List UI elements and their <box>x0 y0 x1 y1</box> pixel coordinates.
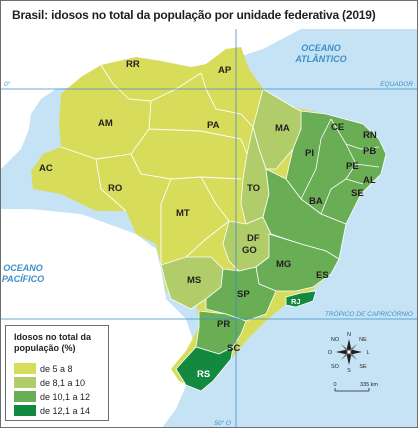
ocean-atlantic-line2: ATLÂNTICO <box>294 53 346 64</box>
label-ma: MA <box>275 123 290 134</box>
label-ro: RO <box>108 183 122 194</box>
label-ce: CE <box>331 122 344 133</box>
state-mg <box>255 233 340 292</box>
label-to: TO <box>247 183 260 194</box>
state-labels: RR AP AM PA AC RO MT MA TO GO DF MS CE R… <box>39 59 377 380</box>
legend-label: de 12,1 a 14 <box>40 406 91 416</box>
tropic-label: TRÓPICO DE CAPRICÓRNIO <box>325 309 413 318</box>
label-go: GO <box>242 245 257 256</box>
map-title: Brasil: idosos no total da população por… <box>12 8 376 22</box>
state-borders <box>60 64 254 265</box>
scale-start: 0 <box>333 382 336 388</box>
legend-label: de 5 a 8 <box>40 364 73 374</box>
legend-swatch <box>14 391 36 402</box>
equator-degree-label: 0° <box>4 80 11 88</box>
label-mt: MT <box>176 208 190 219</box>
ocean-pacific-line1: OCEANO <box>3 263 43 273</box>
equator-label: EQUADOR <box>380 81 413 88</box>
compass-ne: NE <box>359 337 367 343</box>
south-america-land <box>1 29 301 169</box>
scale-end: 335 km <box>360 382 378 388</box>
label-am: AM <box>98 118 113 129</box>
state-borders-ne <box>300 118 380 215</box>
label-df: DF <box>247 233 260 244</box>
scale-bar: 0 335 km <box>333 382 378 392</box>
label-rj: RJ <box>291 297 301 306</box>
label-se: SE <box>351 188 364 199</box>
label-pi: PI <box>305 148 314 159</box>
header: Brasil: idosos no total da população por… <box>1 1 417 29</box>
meridian-label: 50° O <box>214 419 231 427</box>
label-ba: BA <box>309 196 323 207</box>
compass-se: SE <box>359 364 367 370</box>
label-ac: AC <box>39 163 53 174</box>
compass-o: O <box>328 350 333 356</box>
state-rj <box>285 290 317 308</box>
label-pa: PA <box>207 120 220 131</box>
legend-label: de 10,1 a 12 <box>40 392 91 402</box>
legend-swatch <box>14 363 36 374</box>
label-rn: RN <box>363 130 377 141</box>
compass-s: S <box>347 368 351 374</box>
compass-l: L <box>366 350 369 356</box>
label-ms: MS <box>187 275 201 286</box>
ocean-pacific-line2: PACÍFICO <box>2 274 44 284</box>
label-al: AL <box>363 175 376 186</box>
legend: Idosos no total da população (%) de 5 a … <box>5 325 109 421</box>
label-pb: PB <box>363 146 376 157</box>
state-rs <box>175 346 234 392</box>
state-northeast <box>285 110 387 225</box>
compass-rose-icon: N S L O NE NO SE SO <box>328 332 370 374</box>
label-rr: RR <box>126 59 140 70</box>
label-mg: MG <box>276 259 291 270</box>
legend-swatch <box>14 405 36 416</box>
label-es: ES <box>316 270 329 281</box>
state-sp <box>205 266 277 322</box>
compass-so: SO <box>331 364 340 370</box>
legend-title: Idosos no total da população (%) <box>14 332 92 353</box>
legend-label: de 8,1 a 10 <box>40 378 86 388</box>
label-sc: SC <box>227 343 240 354</box>
label-pe: PE <box>346 161 359 172</box>
label-sp: SP <box>237 289 250 300</box>
ocean-atlantic-line1: OCEANO <box>301 43 341 53</box>
compass-n: N <box>347 332 351 338</box>
label-ap: AP <box>218 65 232 76</box>
label-rs: RS <box>197 369 210 380</box>
legend-swatch <box>14 377 36 388</box>
compass-no: NO <box>331 337 340 343</box>
label-pr: PR <box>217 319 230 330</box>
